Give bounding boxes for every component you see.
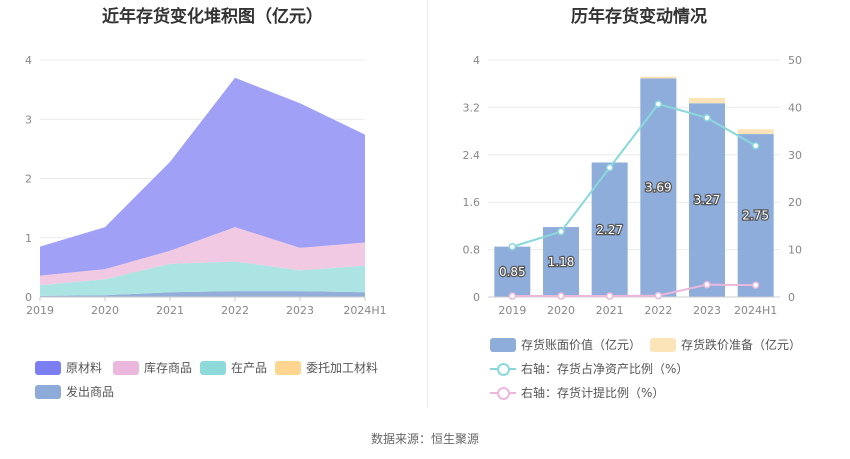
line-point [751, 142, 760, 150]
right-y2-tick: 30 [788, 149, 802, 162]
bar-value-label: 0.85 [499, 265, 526, 279]
legend-swatch [200, 360, 226, 375]
bar-impairment [689, 97, 725, 104]
left-x-tick: 2023 [286, 304, 314, 317]
right-y2-tick: 10 [788, 244, 802, 257]
panel-divider [427, 0, 428, 408]
line-point [654, 291, 663, 300]
charts-canvas: 0 1 2 3 4 2019 2020 2021 2022 2023 2024H1 0 0.8 1.6 2.… [25, 54, 802, 317]
right-legend-item[interactable]: 存货跌价准备（亿元） [650, 336, 801, 353]
right-legend-item[interactable]: 右轴：存货占净资产比例（%） [490, 360, 688, 377]
legend-swatch [490, 337, 516, 352]
legend-swatch [35, 384, 61, 399]
right-legend-item[interactable]: 存货账面价值（亿元） [490, 336, 641, 353]
area-1 [40, 291, 365, 297]
legend-label: 右轴：存货计提比例（%） [521, 386, 665, 400]
line-point [605, 292, 614, 300]
right-y2-tick: 50 [788, 54, 802, 67]
left-legend-item[interactable]: 发出商品 [35, 383, 114, 400]
line-point [508, 243, 517, 251]
right-x-tick: 2020 [547, 304, 575, 317]
legend-swatch [650, 337, 676, 352]
right-y-tick: 1.6 [463, 196, 481, 209]
bar-impairment [640, 76, 677, 79]
bar-value-label: 3.69 [645, 181, 672, 195]
bar-value-label: 2.27 [596, 223, 623, 237]
left-chart-title: 近年存货变化堆积图（亿元） [102, 7, 323, 27]
legend-label: 存货跌价准备（亿元） [681, 338, 802, 352]
legend-swatch [490, 386, 516, 400]
bar-book-value [543, 227, 579, 297]
left-x-tick: 2021 [156, 304, 184, 317]
left-x-tick: 2019 [26, 304, 54, 317]
left-y-tick: 3 [25, 113, 32, 126]
legend-label: 右轴：存货占净资产比例（%） [521, 362, 689, 376]
right-y-tick: 2.4 [463, 149, 481, 162]
line-point [508, 292, 517, 300]
bar-value-label: 1.18 [548, 255, 575, 269]
left-x-tick: 2020 [91, 304, 119, 317]
bar-value-label: 3.27 [694, 193, 721, 207]
right-chart-title: 历年存货变动情况 [571, 7, 707, 27]
right-y-tick: 3.2 [463, 101, 481, 114]
line-point [703, 280, 711, 289]
line-point [605, 163, 614, 172]
legend-label: 委托加工材料 [306, 361, 379, 375]
bar-impairment [737, 129, 774, 135]
legend-label: 发出商品 [66, 385, 115, 399]
legend-swatch [275, 360, 301, 375]
legend-label: 存货账面价值（亿元） [521, 338, 642, 352]
right-legend-item[interactable]: 右轴：存货计提比例（%） [490, 384, 664, 401]
bar-value-label: 2.75 [742, 209, 769, 223]
right-x-tick: 2019 [498, 304, 526, 317]
legend-swatch [490, 362, 516, 376]
left-x-tick: 2024H1 [343, 304, 386, 317]
left-legend-item[interactable]: 在产品 [200, 359, 267, 376]
line-point [654, 100, 663, 108]
bar-book-value [737, 134, 774, 297]
right-x-tick: 2023 [693, 304, 721, 317]
area-5 [40, 77, 365, 276]
bar-book-value [689, 103, 725, 297]
left-legend-item[interactable]: 委托加工材料 [275, 359, 378, 376]
right-y-tick: 4 [473, 54, 480, 67]
line-point [703, 114, 711, 122]
data-source: 数据来源：恒生聚源 [370, 432, 479, 446]
right-y2-tick: 40 [788, 101, 802, 114]
left-y-tick: 4 [25, 54, 32, 67]
left-y-tick: 1 [25, 232, 32, 245]
line-provision [512, 283, 756, 298]
legend-swatch [113, 360, 139, 375]
line-point [557, 292, 565, 300]
right-x-tick: 2021 [596, 304, 624, 317]
area-4 [40, 227, 365, 286]
legend-label: 原材料 [66, 361, 103, 375]
legend-label: 在产品 [231, 361, 268, 375]
left-y-tick: 0 [25, 291, 32, 304]
right-y-tick: 0.8 [463, 244, 481, 257]
right-y2-tick: 0 [788, 291, 795, 304]
line-point [557, 227, 565, 236]
right-x-tick: 2022 [644, 304, 672, 317]
line-ratio [512, 102, 757, 248]
left-y-tick: 2 [25, 173, 32, 186]
line-point [751, 281, 760, 289]
legend-label: 库存商品 [144, 361, 193, 375]
bar-book-value [494, 246, 531, 297]
left-legend-item[interactable]: 原材料 [35, 359, 102, 376]
right-y2-tick: 20 [788, 196, 802, 209]
right-y-tick: 0 [473, 291, 480, 304]
right-x-tick: 2024H1 [734, 304, 777, 317]
area-2 [40, 261, 365, 296]
left-x-tick: 2022 [221, 304, 249, 317]
left-legend-item[interactable]: 库存商品 [113, 359, 192, 376]
legend-swatch [35, 360, 61, 375]
bar-book-value [640, 78, 677, 298]
